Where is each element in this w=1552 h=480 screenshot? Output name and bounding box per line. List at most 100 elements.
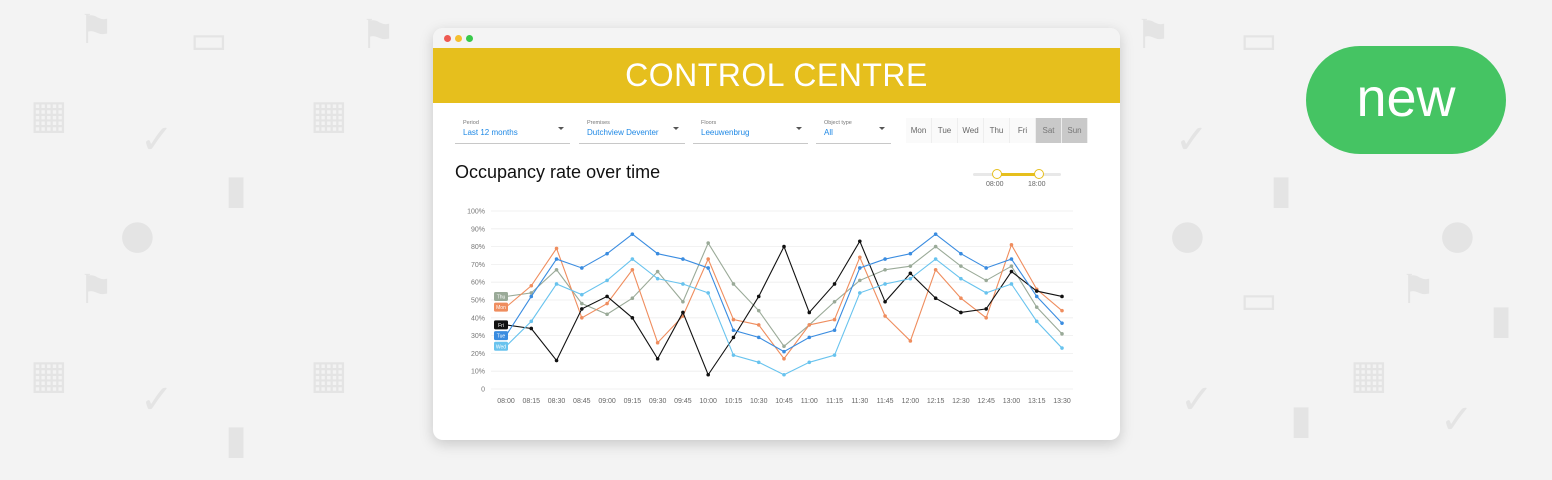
data-point-fri[interactable]	[933, 296, 938, 301]
data-point-wed[interactable]	[1009, 282, 1014, 286]
data-point-tue[interactable]	[605, 251, 609, 256]
data-point-thu[interactable]	[782, 344, 786, 349]
data-point-tue[interactable]	[554, 257, 559, 261]
data-point-wed[interactable]	[1060, 346, 1064, 350]
slider-start-handle[interactable]	[992, 169, 1002, 179]
data-point-mon[interactable]	[908, 339, 913, 343]
day-toggle-wed[interactable]: Wed	[958, 118, 984, 143]
data-point-tue[interactable]	[883, 257, 887, 261]
data-point-mon[interactable]	[782, 356, 786, 361]
data-point-tue[interactable]	[630, 232, 635, 236]
data-point-wed[interactable]	[933, 257, 938, 261]
data-point-tue[interactable]	[984, 266, 988, 270]
data-point-wed[interactable]	[706, 291, 710, 295]
data-point-fri[interactable]	[883, 299, 887, 304]
data-point-mon[interactable]	[655, 340, 660, 345]
data-point-tue[interactable]	[1060, 321, 1064, 325]
day-toggle-thu[interactable]: Thu	[984, 118, 1010, 143]
data-point-wed[interactable]	[883, 282, 887, 286]
data-point-wed[interactable]	[832, 353, 837, 357]
premises-select[interactable]: Premises Dutchview Deventer	[579, 118, 685, 144]
data-point-wed[interactable]	[630, 257, 635, 261]
data-point-thu[interactable]	[1060, 332, 1064, 336]
data-point-fri[interactable]	[630, 316, 635, 320]
data-point-thu[interactable]	[933, 244, 938, 249]
data-point-wed[interactable]	[529, 319, 534, 324]
data-point-thu[interactable]	[984, 278, 988, 283]
data-point-mon[interactable]	[731, 317, 736, 322]
data-point-tue[interactable]	[731, 328, 736, 333]
data-point-tue[interactable]	[756, 335, 761, 340]
data-point-wed[interactable]	[984, 291, 988, 295]
data-point-fri[interactable]	[706, 372, 710, 377]
data-point-fri[interactable]	[681, 310, 685, 315]
data-point-tue[interactable]	[933, 232, 938, 236]
data-point-tue[interactable]	[1034, 294, 1039, 299]
data-point-thu[interactable]	[756, 308, 761, 313]
data-point-wed[interactable]	[605, 278, 609, 283]
day-toggle-sat[interactable]: Sat	[1036, 118, 1062, 143]
data-point-fri[interactable]	[756, 294, 761, 299]
data-point-mon[interactable]	[630, 267, 635, 272]
data-point-wed[interactable]	[580, 292, 584, 297]
day-toggle-mon[interactable]: Mon	[906, 118, 932, 143]
data-point-wed[interactable]	[681, 282, 685, 286]
data-point-fri[interactable]	[655, 356, 660, 361]
data-point-fri[interactable]	[1034, 289, 1039, 293]
close-window-button[interactable]	[444, 35, 451, 42]
data-point-thu[interactable]	[908, 264, 913, 268]
day-toggle-sun[interactable]: Sun	[1062, 118, 1088, 143]
data-point-thu[interactable]	[731, 282, 736, 286]
data-point-thu[interactable]	[529, 291, 534, 295]
data-point-wed[interactable]	[858, 291, 862, 295]
data-point-thu[interactable]	[959, 264, 963, 268]
data-point-tue[interactable]	[1009, 257, 1014, 261]
data-point-wed[interactable]	[782, 372, 786, 377]
data-point-fri[interactable]	[554, 358, 559, 363]
data-point-mon[interactable]	[933, 267, 938, 272]
data-point-wed[interactable]	[756, 360, 761, 365]
data-point-thu[interactable]	[858, 278, 862, 283]
data-point-wed[interactable]	[807, 360, 812, 365]
data-point-thu[interactable]	[1009, 264, 1014, 268]
data-point-thu[interactable]	[630, 296, 635, 301]
data-point-thu[interactable]	[605, 312, 609, 317]
period-select[interactable]: Period Last 12 months	[455, 118, 570, 144]
data-point-thu[interactable]	[580, 301, 584, 306]
data-point-fri[interactable]	[832, 282, 837, 286]
data-point-tue[interactable]	[580, 266, 584, 270]
data-point-mon[interactable]	[959, 296, 963, 301]
data-point-mon[interactable]	[807, 323, 812, 327]
data-point-fri[interactable]	[1009, 269, 1014, 274]
data-point-wed[interactable]	[908, 276, 913, 281]
data-point-mon[interactable]	[858, 255, 862, 260]
data-point-tue[interactable]	[807, 335, 812, 340]
data-point-fri[interactable]	[580, 307, 584, 311]
data-point-mon[interactable]	[832, 317, 837, 322]
data-point-wed[interactable]	[554, 282, 559, 286]
data-point-mon[interactable]	[580, 316, 584, 320]
data-point-tue[interactable]	[681, 257, 685, 261]
day-toggle-fri[interactable]: Fri	[1010, 118, 1036, 143]
floors-select[interactable]: Floors Leeuwenbrug	[693, 118, 808, 144]
data-point-wed[interactable]	[1034, 319, 1039, 324]
data-point-mon[interactable]	[984, 316, 988, 320]
data-point-mon[interactable]	[883, 314, 887, 318]
data-point-tue[interactable]	[832, 328, 837, 333]
data-point-tue[interactable]	[706, 266, 710, 270]
data-point-mon[interactable]	[1009, 243, 1014, 247]
data-point-fri[interactable]	[1060, 294, 1064, 299]
data-point-fri[interactable]	[959, 310, 963, 315]
data-point-mon[interactable]	[1060, 308, 1064, 313]
data-point-fri[interactable]	[984, 307, 988, 311]
data-point-mon[interactable]	[529, 283, 534, 288]
data-point-wed[interactable]	[731, 353, 736, 357]
data-point-thu[interactable]	[1034, 305, 1039, 309]
maximize-window-button[interactable]	[466, 35, 473, 42]
data-point-mon[interactable]	[554, 246, 559, 251]
data-point-mon[interactable]	[756, 323, 761, 327]
data-point-tue[interactable]	[782, 349, 786, 354]
data-point-wed[interactable]	[655, 276, 660, 281]
data-point-thu[interactable]	[706, 241, 710, 245]
data-point-tue[interactable]	[959, 251, 963, 256]
